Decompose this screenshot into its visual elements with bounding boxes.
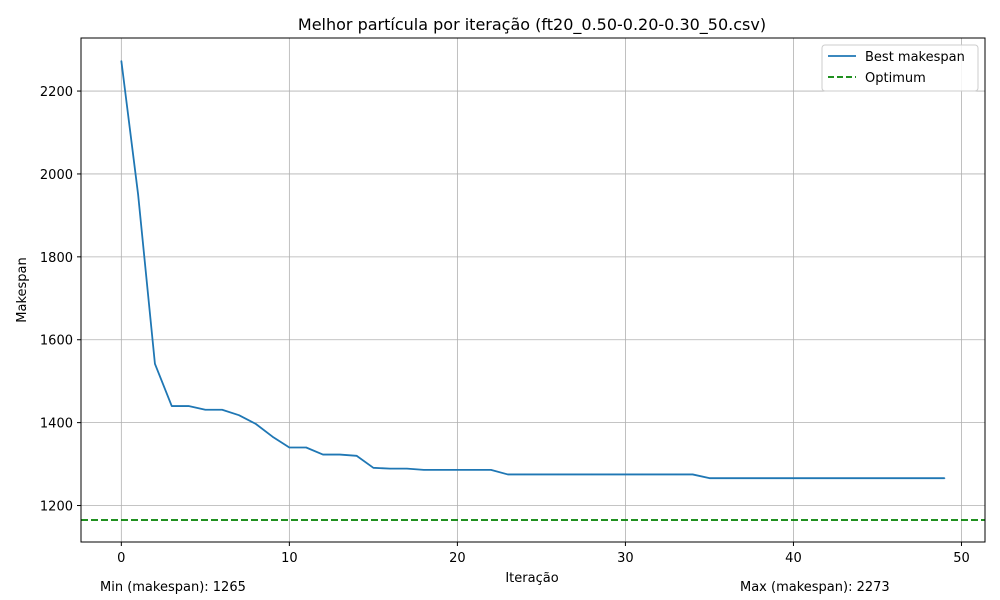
best-makespan-point	[624, 473, 627, 476]
best-makespan-point	[809, 477, 811, 479]
y-axis-label: Makespan	[15, 257, 30, 322]
y-tick-label: 2000	[40, 168, 73, 183]
x-tick-label: 10	[281, 551, 298, 566]
best-makespan-point	[540, 473, 543, 476]
best-makespan-point	[456, 469, 458, 471]
best-makespan-point	[490, 469, 492, 471]
best-makespan-point	[137, 194, 139, 196]
min-makespan-text: Min (makespan): 1265	[100, 580, 246, 595]
best-makespan-point	[692, 473, 694, 476]
best-makespan-point	[473, 469, 475, 471]
best-makespan-point	[708, 477, 711, 479]
plot-frame	[80, 37, 986, 543]
best-makespan-point	[255, 423, 257, 425]
legend: Best makespan Optimum	[821, 44, 979, 92]
best-makespan-point	[355, 455, 358, 457]
best-makespan-point	[154, 363, 156, 365]
best-makespan-point	[591, 473, 593, 476]
best-makespan-point	[792, 477, 795, 479]
best-makespan-point	[406, 468, 408, 470]
best-makespan-point	[843, 477, 845, 479]
max-makespan-text: Max (makespan): 2273	[740, 580, 890, 595]
best-makespan-point	[574, 473, 576, 476]
best-makespan-point	[507, 473, 509, 476]
best-makespan-point	[826, 477, 828, 479]
best-makespan-point	[271, 436, 274, 438]
x-tick-label: 50	[953, 551, 970, 566]
best-makespan-point	[557, 473, 559, 476]
x-axis-label: Iteração	[505, 571, 558, 586]
best-makespan-point	[187, 405, 190, 407]
best-makespan-point	[238, 414, 240, 416]
x-tick-label: 30	[617, 551, 634, 566]
legend-box	[821, 44, 979, 92]
legend-label: Best makespan	[865, 50, 965, 65]
best-makespan-point	[372, 467, 374, 469]
x-tick-label: 20	[449, 551, 466, 566]
best-makespan-point	[776, 477, 778, 479]
chart-title: Melhor partícula por iteração (ft20_0.50…	[298, 15, 766, 35]
y-tick-label: 1600	[40, 334, 73, 349]
ticks: 0 10 20 30 40 50 1200 1400 1600 1800 2000 2200	[40, 85, 970, 566]
best-makespan-point	[204, 409, 206, 411]
best-makespan-point	[675, 473, 677, 476]
best-makespan-point	[523, 473, 526, 476]
y-tick-label: 1800	[40, 251, 73, 266]
best-makespan-point	[305, 446, 307, 449]
y-tick-label: 1200	[40, 500, 73, 515]
x-tick-label: 0	[117, 551, 125, 566]
best-makespan-point	[423, 469, 425, 471]
best-makespan-point	[742, 477, 744, 479]
best-makespan-point	[288, 446, 290, 449]
best-makespan-point	[389, 468, 391, 470]
best-makespan-point	[322, 453, 324, 456]
best-makespan-point	[120, 60, 122, 62]
legend-label: Optimum	[865, 71, 926, 86]
best-makespan-point	[927, 477, 929, 479]
best-makespan-point	[860, 477, 862, 479]
best-makespan-point	[608, 473, 610, 476]
best-makespan-point	[221, 409, 223, 411]
x-tick-label: 40	[785, 551, 802, 566]
best-makespan-point	[439, 469, 442, 471]
best-makespan-point	[339, 453, 341, 456]
best-makespan-point	[725, 477, 727, 479]
best-makespan-point	[876, 477, 879, 479]
best-makespan-point	[910, 477, 912, 479]
best-makespan-point	[944, 477, 946, 479]
best-makespan-point	[641, 473, 643, 476]
best-makespan-point	[759, 477, 761, 479]
grid	[81, 38, 985, 542]
y-tick-label: 1400	[40, 417, 73, 432]
y-tick-label: 2200	[40, 85, 73, 100]
series-layer	[81, 60, 985, 521]
best-makespan-line	[120, 60, 945, 480]
best-makespan-point	[171, 405, 173, 407]
best-makespan-point	[658, 473, 660, 476]
best-makespan-point	[893, 477, 895, 479]
